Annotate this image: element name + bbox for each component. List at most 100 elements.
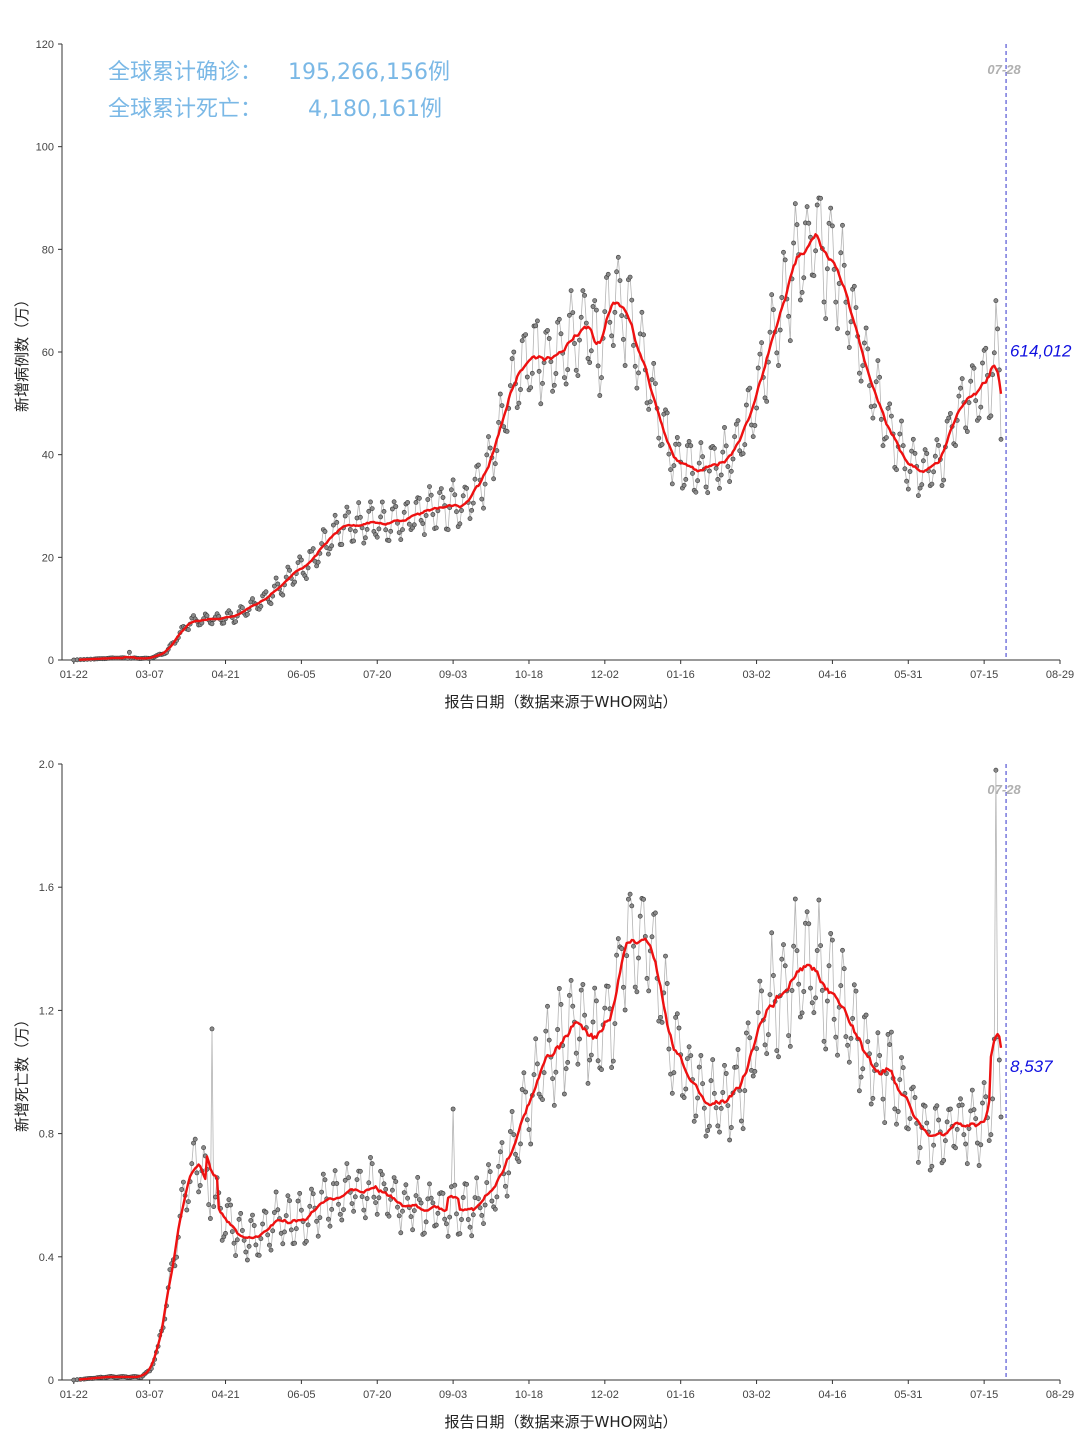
daily-point [528,385,534,390]
y-tick-label: 60 [42,347,54,359]
daily-point [762,1042,768,1048]
daily-point [626,896,631,902]
daily-point [816,897,822,903]
daily-point [465,1217,471,1222]
x-tick-label: 05-31 [894,1389,922,1401]
y-tick-label: 20 [42,552,54,564]
daily-point [875,1030,881,1036]
daily-point [585,1080,591,1086]
daily-point [725,1103,731,1108]
daily-point [305,565,311,571]
daily-point [494,1194,500,1200]
daily-point [406,521,412,527]
daily-point [209,1026,215,1032]
daily-point [502,1183,508,1189]
daily-point [315,559,321,565]
daily-point [253,1242,259,1248]
daily-point [602,309,608,314]
daily-point [899,418,904,424]
daily-point [771,307,776,313]
daily-point [310,1191,316,1197]
daily-point [801,989,807,994]
x-tick-label: 07-15 [970,1389,998,1401]
daily-point [241,1237,247,1243]
daily-point [722,1062,727,1068]
daily-point [487,445,493,451]
daily-point [583,320,589,326]
daily-point [428,492,434,498]
daily-point [482,1202,488,1208]
daily-point [712,1090,717,1096]
daily-point [356,500,362,506]
daily-point [327,1223,333,1229]
daily-point [467,1224,473,1230]
daily-point [258,1236,264,1242]
daily-point [728,1125,734,1130]
y-tick-label: 100 [36,142,54,154]
daily-point [782,257,788,263]
x-tick-label: 08-29 [1046,1389,1074,1401]
daily-point [703,484,709,490]
daily-point [858,1074,864,1080]
daily-point [307,1203,313,1209]
x-tick-label: 04-16 [818,1389,846,1401]
x-tick-label: 03-02 [742,669,770,681]
daily-point [870,1095,876,1101]
daily-point [634,385,640,391]
y-tick-label: 0 [48,655,54,667]
daily-point [464,485,469,491]
daily-point [686,438,692,444]
x-axis-title: 报告日期（数据来源于WHO网站） [445,1413,678,1431]
daily-point [551,1102,557,1108]
y-ticks: 0 20 40 60 80 100 120 [36,39,62,667]
daily-point [418,1200,424,1206]
daily-point [980,1100,985,1106]
daily-point [690,470,695,476]
daily-point [858,378,864,384]
daily-point [782,963,788,969]
x-tick-label: 03-02 [742,1389,770,1401]
daily-point [347,527,353,532]
daily-point [389,506,395,512]
daily-point [443,1221,449,1227]
daily-point [238,1210,244,1216]
daily-point [922,447,928,453]
daily-point [910,436,916,442]
y-axis-title: 新增病例数（万） [13,292,31,412]
daily-point [895,1109,901,1114]
daily-point [540,1097,545,1102]
daily-point [624,953,630,959]
daily-point [415,1174,421,1180]
daily-point [396,1213,402,1219]
daily-point [201,1145,206,1151]
daily-point [980,360,985,366]
daily-point [973,1116,979,1122]
daily-point [568,288,574,293]
daily-point [379,1172,385,1177]
daily-point [907,1116,913,1121]
y-tick-label: 1.6 [39,882,54,894]
x-tick-label: 08-29 [1046,669,1074,681]
daily-point [398,1230,404,1236]
daily-point [428,1195,434,1201]
daily-point [614,269,619,275]
daily-point [460,493,466,499]
daily-point [917,1145,923,1151]
daily-point [806,921,812,927]
daily-point [320,1171,326,1177]
daily-point [752,423,758,428]
daily-point [826,963,832,969]
x-tick-label: 03-07 [136,669,164,681]
daily-point [990,1096,995,1102]
daily-point [818,195,823,201]
daily-point [374,1211,380,1217]
daily-point [445,1233,451,1239]
daily-point [799,289,805,295]
daily-point [258,603,264,609]
daily-point [712,445,717,451]
daily-point [233,619,238,624]
daily-point [368,1155,373,1160]
daily-point [474,1175,480,1181]
daily-point [374,534,380,540]
daily-point [853,988,859,994]
